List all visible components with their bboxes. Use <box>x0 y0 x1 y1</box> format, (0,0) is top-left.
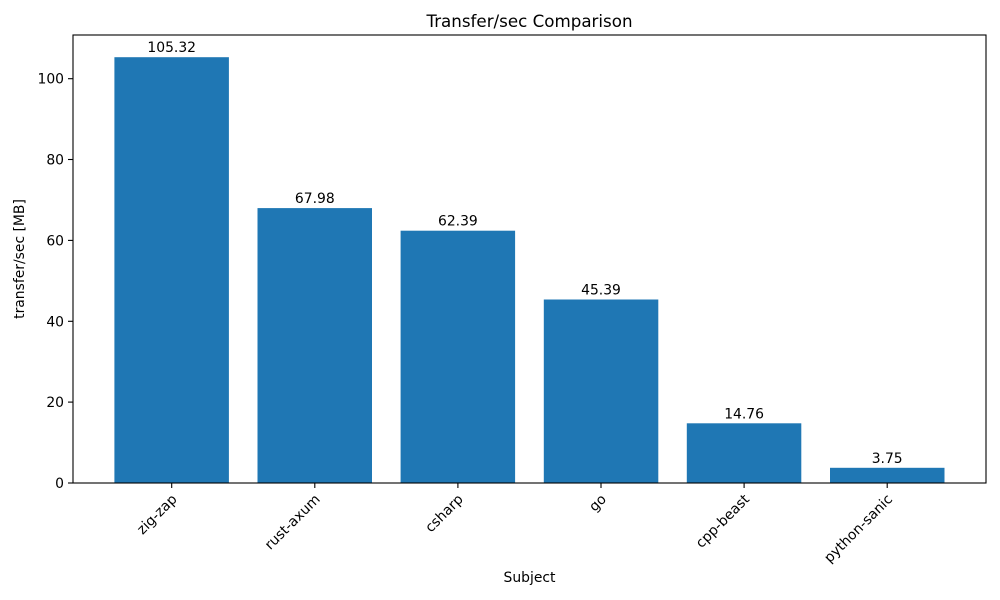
x-tick-label: rust-axum <box>262 492 324 554</box>
y-tick-label: 0 <box>55 476 64 492</box>
bar <box>830 467 945 483</box>
bar-value-label: 62.39 <box>438 214 478 230</box>
chart-title: Transfer/sec Comparison <box>425 11 632 31</box>
y-tick-label: 80 <box>46 153 64 169</box>
bar <box>686 423 802 483</box>
y-tick-label: 100 <box>37 72 64 88</box>
y-axis-label: transfer/sec [MB] <box>12 199 28 319</box>
x-tick-label: cpp-beast <box>693 491 753 551</box>
bar <box>543 299 659 483</box>
bar <box>114 57 229 483</box>
x-tick-label: python-sanic <box>821 492 896 567</box>
bar-value-label: 67.98 <box>295 191 335 207</box>
bar <box>257 208 372 483</box>
bar <box>400 230 516 483</box>
x-tick-label: csharp <box>422 491 466 535</box>
y-tick-label: 60 <box>46 233 64 249</box>
bar-value-label: 3.75 <box>872 451 903 467</box>
plot-border <box>72 34 987 484</box>
y-tick-label: 20 <box>46 395 64 411</box>
x-tick-label: go <box>586 492 610 516</box>
bar-value-label: 45.39 <box>581 283 621 299</box>
x-axis-label: Subject <box>504 570 556 586</box>
bar-value-label: 14.76 <box>724 406 764 422</box>
y-tick-label: 40 <box>46 314 64 330</box>
bar-value-label: 105.32 <box>147 40 196 56</box>
x-tick-label: zig-zap <box>134 491 181 538</box>
